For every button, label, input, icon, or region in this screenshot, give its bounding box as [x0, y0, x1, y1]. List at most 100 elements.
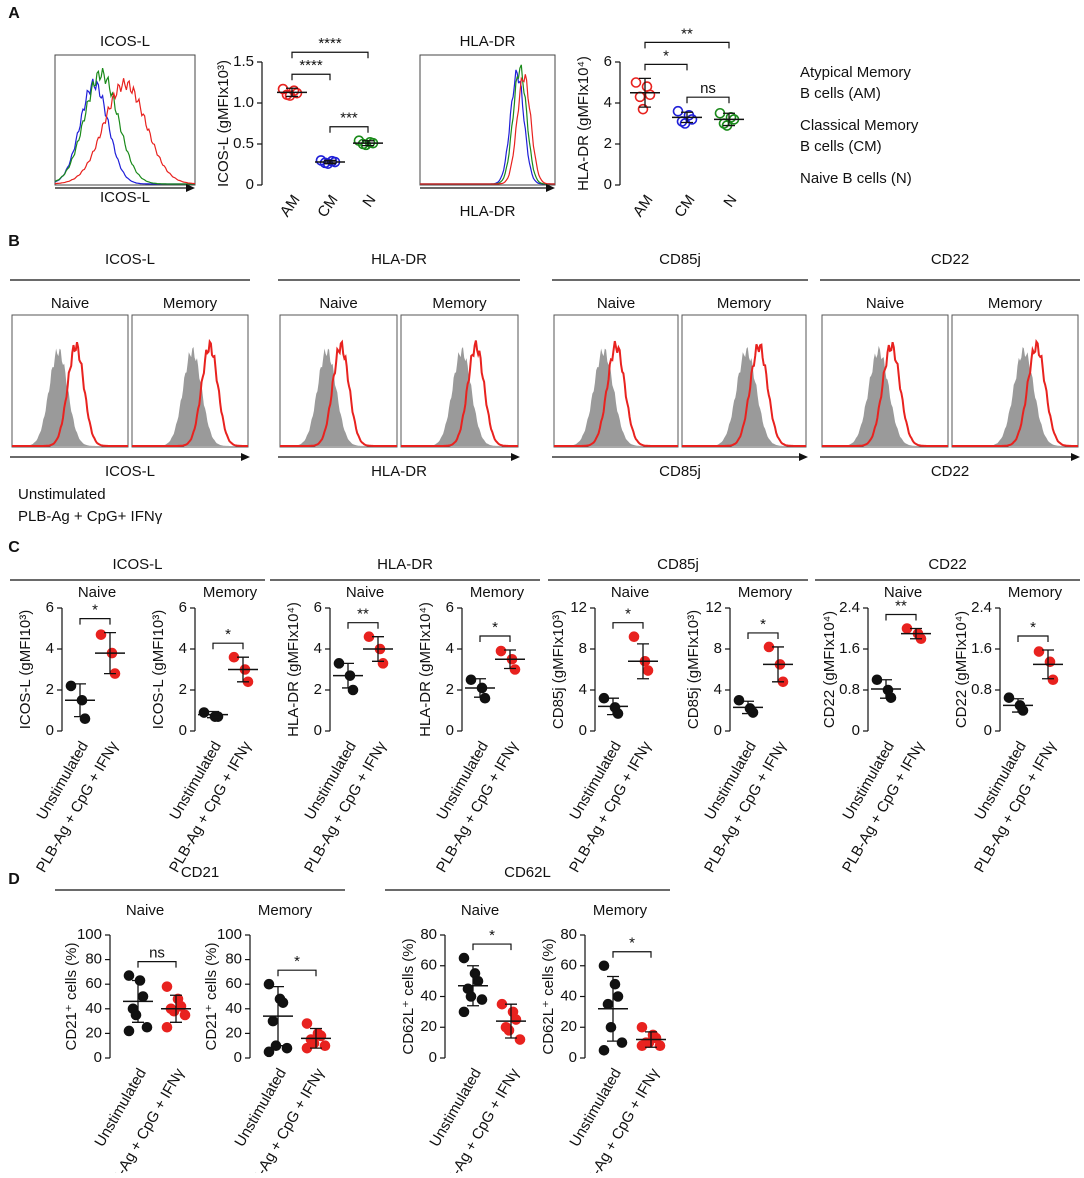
y-axis-label: HLA-DR (gMFIx10⁴): [417, 602, 434, 737]
data-point: [95, 629, 107, 640]
significance-bracket: [747, 632, 779, 639]
sd-bar: [474, 678, 486, 698]
significance-label: *: [629, 935, 635, 952]
data-point: [277, 997, 289, 1008]
data-point: [1033, 646, 1045, 657]
y-tick-label: 12: [570, 599, 587, 616]
significance-label: **: [357, 606, 369, 623]
y-tick-label: 20: [225, 1024, 242, 1041]
group-title: CD22: [931, 251, 969, 268]
histogram-unstimulated: [12, 348, 128, 446]
histogram-stimulated: [280, 339, 397, 447]
histogram-curve: [54, 67, 195, 185]
data-point: [198, 707, 210, 718]
x-tick-label: AM: [630, 192, 657, 220]
data-point: [141, 1021, 153, 1033]
data-point: [747, 707, 759, 718]
data-point: [458, 1006, 470, 1018]
data-point: [514, 1034, 526, 1045]
histogram-axis-label: ICOS-L: [100, 189, 150, 206]
y-tick-label: 1.5: [233, 53, 254, 70]
histogram-frame: [54, 54, 196, 186]
panel-label: C: [8, 539, 20, 556]
sd-bar: [505, 1003, 517, 1039]
legend-text: Unstimulated: [18, 486, 106, 503]
plot-subtitle: Memory: [470, 584, 525, 601]
y-tick-label: 0: [234, 1049, 242, 1066]
y-tick-label: 0: [446, 722, 454, 739]
y-tick-label: 6: [446, 599, 454, 616]
y-tick-label: 2.4: [971, 599, 992, 616]
data-point: [495, 645, 507, 657]
significance-bracket: [137, 960, 177, 968]
y-axis-label: HLA-DR (gMFIx10⁴): [285, 602, 302, 737]
group-title: CD22: [928, 556, 966, 573]
histogram-frame: [951, 314, 1079, 448]
subgroup-title: Memory: [432, 295, 487, 312]
histogram-unstimulated: [401, 347, 518, 446]
data-point: [161, 981, 173, 992]
y-tick-label: 4: [314, 640, 322, 657]
y-tick-label: 0: [314, 722, 322, 739]
histogram-unstimulated: [280, 348, 397, 446]
data-point: [479, 692, 491, 704]
y-tick-label: 40: [225, 1000, 242, 1017]
histogram-curve: [54, 78, 196, 185]
sd-bar: [342, 662, 354, 689]
y-tick-label: 8: [579, 640, 587, 657]
sd-bar: [880, 679, 892, 699]
legend-text: Classical Memory: [800, 117, 919, 134]
histogram-stimulated: [132, 338, 248, 447]
y-tick-label: 1.0: [233, 94, 254, 111]
y-tick-label: 2: [314, 681, 322, 698]
y-tick-label: 4: [579, 681, 587, 698]
data-point: [267, 1015, 279, 1027]
data-point: [130, 1009, 142, 1021]
histogram-unstimulated: [822, 345, 948, 446]
data-point: [598, 960, 610, 972]
data-point: [179, 1009, 191, 1021]
data-point: [65, 680, 77, 692]
subgroup-title: Memory: [717, 295, 772, 312]
y-tick-label: 0: [852, 722, 860, 739]
y-tick-label: 8: [714, 640, 722, 657]
histogram-curve: [54, 78, 195, 185]
y-tick-label: 2: [46, 681, 54, 698]
data-point: [1003, 692, 1015, 703]
histogram-frame: [279, 314, 398, 448]
data-point: [605, 1021, 617, 1033]
sd-bar: [170, 994, 182, 1023]
sd-bar: [362, 140, 374, 147]
significance-bracket: [686, 96, 730, 104]
sd-bar: [104, 631, 116, 675]
data-point: [301, 1018, 313, 1029]
y-tick-label: 40: [420, 987, 437, 1004]
subgroup-title: Naive: [597, 295, 635, 312]
y-tick-label: 100: [217, 926, 242, 943]
group-title: HLA-DR: [377, 556, 433, 573]
data-point: [637, 103, 649, 115]
arrow-head: [546, 184, 555, 192]
plot-subtitle: Memory: [258, 902, 313, 919]
y-tick-label: 0: [984, 722, 992, 739]
sd-bar: [207, 710, 219, 719]
significance-label: *: [92, 602, 98, 619]
plot-subtitle: Naive: [611, 584, 649, 601]
y-tick-label: 6: [179, 599, 187, 616]
y-tick-label: 0: [46, 722, 54, 739]
data-point: [123, 1025, 135, 1037]
group-title: ICOS-L: [112, 556, 162, 573]
plot-subtitle: Memory: [593, 902, 648, 919]
data-point: [598, 1045, 610, 1056]
data-point: [654, 1040, 666, 1051]
data-point: [733, 694, 745, 706]
histogram-axis-label: ICOS-L: [105, 463, 155, 480]
data-point: [472, 975, 484, 987]
data-point: [263, 978, 275, 990]
significance-label: *: [760, 616, 766, 633]
y-tick-label: 6: [604, 53, 612, 70]
y-tick-label: 2: [179, 681, 187, 698]
histogram-unstimulated: [554, 348, 678, 446]
x-tick-label: N: [720, 192, 740, 211]
sd-bar: [645, 1031, 657, 1048]
